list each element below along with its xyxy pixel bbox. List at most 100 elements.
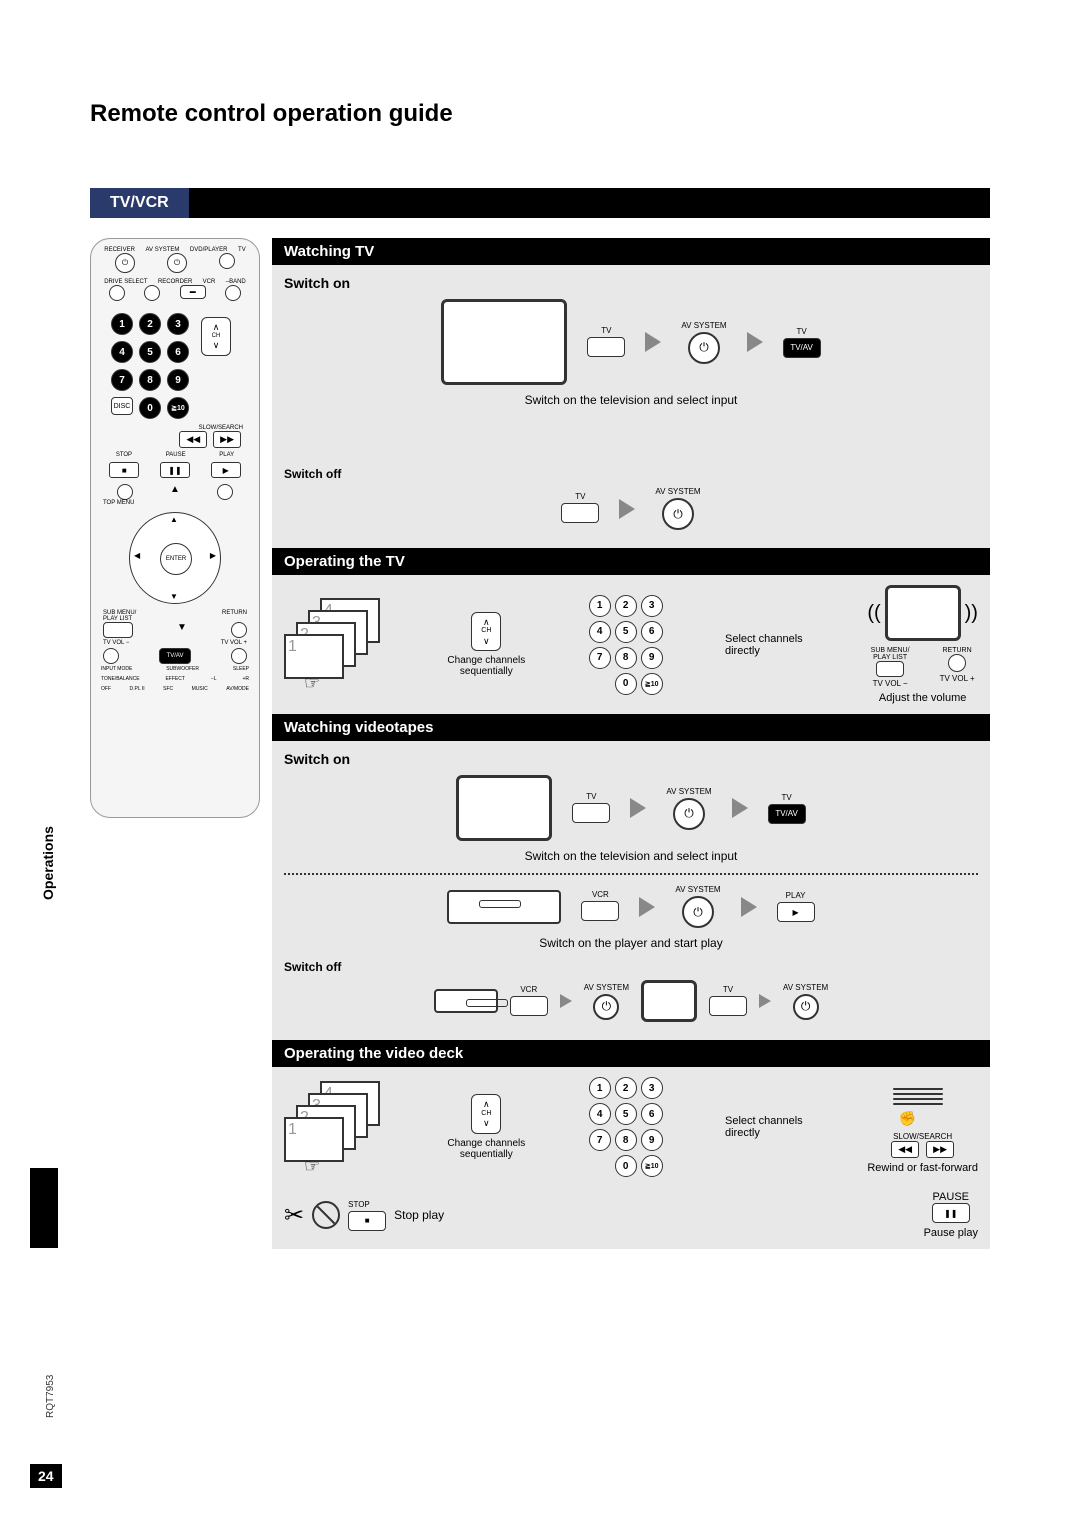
vd-forward-button[interactable]: ▶▶ bbox=[926, 1141, 954, 1158]
stop-button[interactable]: ■ bbox=[109, 462, 139, 478]
vcr-icon-small bbox=[434, 989, 498, 1013]
tv-num-9[interactable]: 9 bbox=[641, 647, 663, 669]
vd-num-4[interactable]: 4 bbox=[589, 1103, 611, 1125]
vd-rewind-button[interactable]: ◀◀ bbox=[891, 1141, 919, 1158]
num-6[interactable]: 6 bbox=[167, 341, 189, 363]
vd-ch-buttons[interactable]: ∧ CH ∨ bbox=[471, 1094, 501, 1134]
vd-num-0[interactable]: 0 bbox=[615, 1155, 637, 1177]
dvd-button[interactable] bbox=[219, 253, 235, 269]
tv-key-button[interactable] bbox=[587, 337, 625, 357]
pause-button[interactable]: ❚❚ bbox=[160, 462, 190, 478]
vol-plus-button[interactable] bbox=[231, 648, 247, 664]
vt-off-vcr-key[interactable] bbox=[510, 996, 548, 1016]
enter-button[interactable]: ENTER bbox=[160, 543, 192, 575]
tv-num-3[interactable]: 3 bbox=[641, 595, 663, 617]
remote-ch-buttons[interactable]: ∧ CH ∨ bbox=[201, 317, 231, 356]
tv-num-5[interactable]: 5 bbox=[615, 621, 637, 643]
tv-num-7[interactable]: 7 bbox=[589, 647, 611, 669]
vd-num-8[interactable]: 8 bbox=[615, 1129, 637, 1151]
remote-dpad[interactable]: ▲ ▼ ◀ ▶ ENTER bbox=[129, 512, 221, 604]
arrow-icon bbox=[630, 798, 646, 818]
submenu-button[interactable] bbox=[103, 622, 133, 638]
num-0[interactable]: 0 bbox=[139, 397, 161, 419]
forward-button[interactable]: ▶▶ bbox=[213, 431, 241, 448]
switch-on-label: Switch on bbox=[284, 275, 978, 291]
avsystem-power-key-off[interactable]: ⏻ bbox=[662, 498, 694, 530]
tv-num-gte10[interactable]: ≧10 bbox=[641, 673, 663, 695]
num-gte10[interactable]: ≧10 bbox=[167, 397, 189, 419]
vd-num-6[interactable]: 6 bbox=[641, 1103, 663, 1125]
vcr-switch[interactable]: ▬ bbox=[180, 285, 206, 299]
sidebar-block bbox=[30, 1168, 58, 1248]
vt-vcr-key[interactable] bbox=[581, 901, 619, 921]
vt-off-tv-key[interactable] bbox=[709, 996, 747, 1016]
tv-num-1[interactable]: 1 bbox=[589, 595, 611, 617]
tv-num-6[interactable]: 6 bbox=[641, 621, 663, 643]
dpad-down-icon-2: ▼ bbox=[177, 622, 187, 638]
tape-icon: ✊ bbox=[893, 1081, 953, 1121]
num-3[interactable]: 3 bbox=[167, 313, 189, 335]
num-8[interactable]: 8 bbox=[139, 369, 161, 391]
disc-button[interactable]: DISC bbox=[111, 397, 133, 415]
vt-play-key[interactable]: ▶ bbox=[777, 902, 815, 922]
vt-switch-off-row: VCR AV SYSTEM ⏻ TV AV SYSTE bbox=[284, 980, 978, 1022]
up-arrow-icon: ▲ bbox=[170, 484, 180, 500]
label-subwoofer: SUBWOOFER bbox=[166, 666, 199, 672]
vd-stop-key[interactable]: ■ bbox=[348, 1211, 386, 1231]
num-7[interactable]: 7 bbox=[111, 369, 133, 391]
tvav-button[interactable]: TV/AV bbox=[159, 648, 191, 664]
label-tv: TV bbox=[238, 247, 246, 253]
recorder-button[interactable] bbox=[144, 285, 160, 301]
menu-button-left[interactable] bbox=[117, 484, 133, 500]
vd-tape-cell: ✊ SLOW/SEARCH ◀◀ ▶▶ Rewind or fast-forwa… bbox=[867, 1081, 978, 1174]
vd-pause-key[interactable]: ❚❚ bbox=[932, 1203, 970, 1223]
avsystem-power-button[interactable]: ⏻ bbox=[167, 253, 187, 273]
num-1[interactable]: 1 bbox=[111, 313, 133, 335]
key-label-tv: TV bbox=[587, 326, 625, 335]
vt-tvav-key[interactable]: TV/AV bbox=[768, 804, 806, 824]
vol-minus-button[interactable] bbox=[103, 648, 119, 664]
tvav-key-button[interactable]: TV/AV bbox=[783, 338, 821, 358]
vd-num-5[interactable]: 5 bbox=[615, 1103, 637, 1125]
menu-button-right[interactable] bbox=[217, 484, 233, 500]
vd-num-1[interactable]: 1 bbox=[589, 1077, 611, 1099]
remote-mode-row1: INPUT MODE SUBWOOFER SLEEP bbox=[99, 664, 251, 674]
remote-numpad-area: 1 2 3 4 5 6 7 8 9 DISC 0 ≧10 ∧ bbox=[99, 307, 251, 425]
vd-num-7[interactable]: 7 bbox=[589, 1129, 611, 1151]
vd-num-9[interactable]: 9 bbox=[641, 1129, 663, 1151]
ch-down-icon: ∨ bbox=[483, 1118, 490, 1129]
vd-num-3[interactable]: 3 bbox=[641, 1077, 663, 1099]
vt-switch-on-row2: VCR AV SYSTEM ⏻ PLAY ▶ bbox=[284, 885, 978, 928]
num-2[interactable]: 2 bbox=[139, 313, 161, 335]
play-button[interactable]: ▶ bbox=[211, 462, 241, 478]
tv-num-0[interactable]: 0 bbox=[615, 673, 637, 695]
vt-tv-key[interactable] bbox=[572, 803, 610, 823]
tv-key-button-off[interactable] bbox=[561, 503, 599, 523]
arrow-icon bbox=[747, 332, 763, 352]
avsystem-power-key[interactable]: ⏻ bbox=[688, 332, 720, 364]
band-button[interactable] bbox=[225, 285, 241, 301]
return-button[interactable] bbox=[231, 622, 247, 638]
submenu-key[interactable] bbox=[876, 661, 904, 677]
label-band: –BAND bbox=[226, 279, 246, 285]
label-dpls: D.PL II bbox=[130, 686, 145, 692]
vt-avsys-key[interactable]: ⏻ bbox=[673, 798, 705, 830]
num-4[interactable]: 4 bbox=[111, 341, 133, 363]
return-key[interactable] bbox=[948, 654, 966, 672]
vt-off-avsys2-key[interactable]: ⏻ bbox=[793, 994, 819, 1020]
drive-select-button[interactable] bbox=[109, 285, 125, 301]
vt-avsys-key2[interactable]: ⏻ bbox=[682, 896, 714, 928]
vt-off-avsys-key[interactable]: ⏻ bbox=[593, 994, 619, 1020]
ch-down-icon: ∨ bbox=[483, 636, 490, 647]
vd-num-gte10[interactable]: ≧10 bbox=[641, 1155, 663, 1177]
receiver-power-button[interactable]: ⏻ bbox=[115, 253, 135, 273]
num-9[interactable]: 9 bbox=[167, 369, 189, 391]
num-5[interactable]: 5 bbox=[139, 341, 161, 363]
tv-ch-buttons[interactable]: ∧ CH ∨ bbox=[471, 612, 501, 652]
tv-num-4[interactable]: 4 bbox=[589, 621, 611, 643]
vd-num-2[interactable]: 2 bbox=[615, 1077, 637, 1099]
pause-key-label: PAUSE bbox=[924, 1191, 978, 1203]
tv-num-2[interactable]: 2 bbox=[615, 595, 637, 617]
rewind-button[interactable]: ◀◀ bbox=[179, 431, 207, 448]
tv-num-8[interactable]: 8 bbox=[615, 647, 637, 669]
